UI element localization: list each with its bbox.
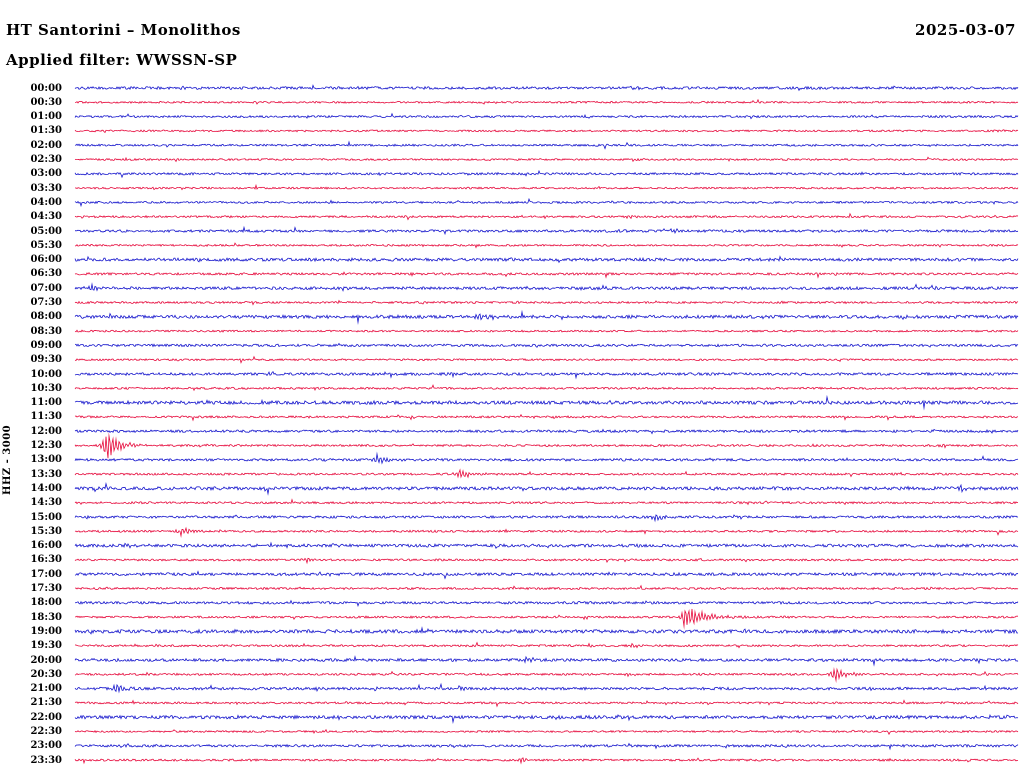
time-label-0400: 04:00 — [30, 196, 62, 208]
time-label-0700: 07:00 — [30, 282, 62, 294]
station-title: HT Santorini – Monolithos — [6, 21, 241, 39]
time-label-1900: 19:00 — [30, 625, 62, 637]
time-label-0900: 09:00 — [30, 339, 62, 351]
time-label-1430: 14:30 — [30, 497, 62, 509]
time-label-0500: 05:00 — [30, 225, 62, 237]
time-label-2300: 23:00 — [30, 740, 62, 752]
time-label-1530: 15:30 — [30, 525, 62, 537]
time-label-1400: 14:00 — [30, 482, 62, 494]
time-label-1100: 11:00 — [30, 397, 62, 409]
time-label-2200: 22:00 — [30, 711, 62, 723]
time-label-2030: 20:30 — [30, 668, 62, 680]
time-label-0730: 07:30 — [30, 297, 62, 308]
time-labels: 00:00 00:30 01:00 01:30 02:00 02:30 03:00 03:30… — [0, 0, 70, 780]
time-label-0600: 06:00 — [30, 254, 62, 266]
time-label-0830: 08:30 — [30, 325, 62, 337]
time-label-0300: 03:00 — [30, 168, 62, 180]
time-label-1130: 11:30 — [30, 411, 62, 423]
time-label-1600: 16:00 — [30, 540, 62, 552]
time-label-1630: 16:30 — [30, 554, 62, 566]
time-label-2100: 21:00 — [30, 683, 62, 695]
time-label-0000: 00:00 — [30, 82, 62, 94]
time-label-0200: 02:00 — [30, 139, 62, 151]
time-label-0630: 06:30 — [30, 268, 62, 280]
time-label-2000: 20:00 — [30, 654, 62, 666]
time-label-1300: 13:00 — [30, 454, 62, 466]
time-label-1030: 10:30 — [30, 382, 62, 394]
time-label-0100: 01:00 — [30, 111, 62, 123]
time-label-1730: 17:30 — [30, 583, 62, 594]
time-label-0800: 08:00 — [30, 311, 62, 323]
time-label-1800: 18:00 — [30, 597, 62, 609]
record-date: 2025-03-07 — [915, 21, 1016, 39]
time-label-0430: 04:30 — [30, 211, 62, 223]
time-label-0530: 05:30 — [30, 239, 62, 251]
time-label-0130: 01:30 — [30, 125, 62, 137]
time-label-1830: 18:30 — [30, 611, 62, 623]
time-label-0230: 02:30 — [30, 154, 62, 165]
time-label-2130: 21:30 — [30, 697, 62, 709]
time-label-2330: 23:30 — [30, 754, 62, 766]
time-label-2230: 22:30 — [30, 726, 62, 737]
time-label-1330: 13:30 — [30, 468, 62, 480]
time-label-1000: 10:00 — [30, 368, 62, 380]
time-label-1200: 12:00 — [30, 425, 62, 437]
filter-label: Applied filter: WWSSN-SP — [6, 51, 238, 69]
time-label-1930: 19:30 — [30, 640, 62, 652]
time-label-1700: 17:00 — [30, 568, 62, 580]
time-label-0930: 09:30 — [30, 354, 62, 366]
time-label-1500: 15:00 — [30, 511, 62, 523]
time-label-1230: 12:30 — [30, 440, 62, 451]
time-label-0030: 00:30 — [30, 96, 62, 108]
time-label-0330: 03:30 — [30, 182, 62, 194]
